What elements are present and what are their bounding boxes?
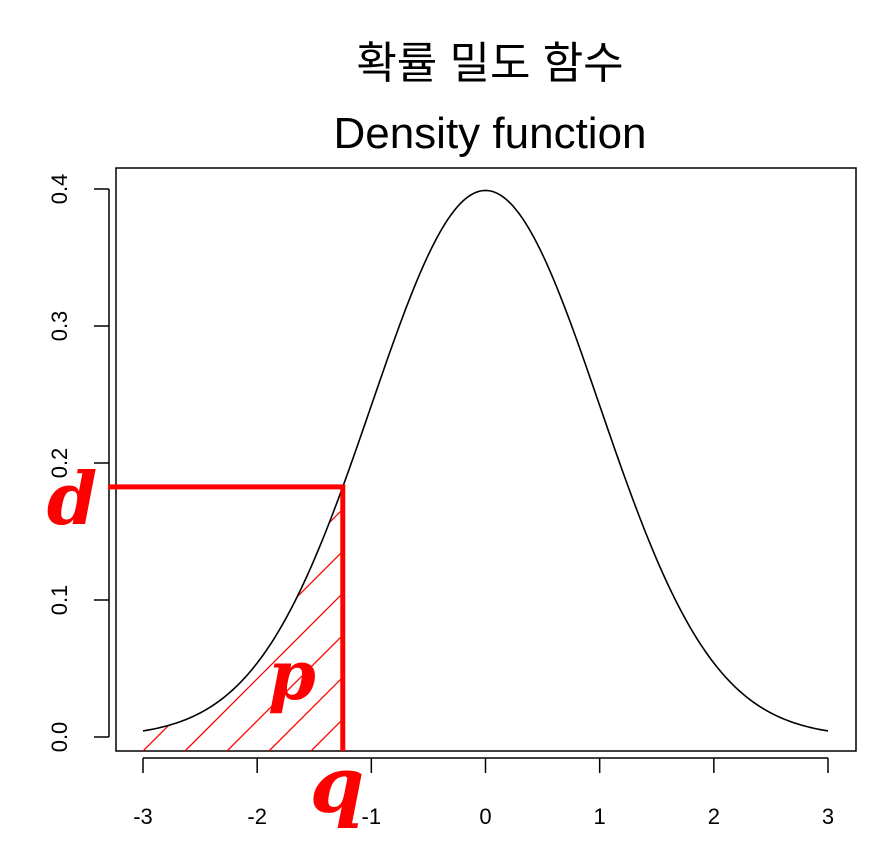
hatch-line <box>143 490 343 751</box>
x-axis: -3 -2 -1 0 1 2 3 <box>133 757 834 829</box>
y-axis: 0.0 0.1 0.2 0.3 0.4 <box>47 174 110 753</box>
hatch-line <box>353 491 613 751</box>
hatch-line <box>437 491 697 751</box>
hatch-line <box>143 490 236 751</box>
hatch-line <box>521 491 781 751</box>
y-tick-label: 0.2 <box>47 448 72 479</box>
x-tick-label: 0 <box>479 804 491 829</box>
x-tick-label: -3 <box>133 804 153 829</box>
plot-frame <box>115 167 857 752</box>
hatch-line <box>226 490 343 751</box>
x-tick-label: -1 <box>362 804 382 829</box>
hatch-line <box>479 491 739 751</box>
p-label: p <box>268 636 316 716</box>
y-tick-label: 0.4 <box>47 174 72 205</box>
x-tick-label: 2 <box>708 804 720 829</box>
chart-title: 확률 밀도 함수 <box>356 39 623 88</box>
y-tick-label: 0.3 <box>47 311 72 342</box>
hatch-line <box>395 491 655 751</box>
y-tick-label: 0.0 <box>47 722 72 753</box>
x-tick-label: 3 <box>822 804 834 829</box>
hatch-line <box>184 490 343 751</box>
d-label: d <box>47 456 97 541</box>
hatch-line <box>310 490 343 751</box>
x-tick-label: -2 <box>247 804 267 829</box>
hatch-line <box>647 491 879 751</box>
hatch-line <box>731 491 879 751</box>
x-tick-label: 1 <box>594 804 606 829</box>
shaded-probability-region <box>143 490 879 751</box>
q-label: q <box>310 740 365 831</box>
hatch-line <box>689 491 879 751</box>
density-curve <box>142 189 829 732</box>
hatch-line <box>563 491 823 751</box>
y-tick-label: 0.1 <box>47 585 72 616</box>
chart-subtitle: Density function <box>333 109 646 158</box>
hatch-line <box>268 490 343 751</box>
